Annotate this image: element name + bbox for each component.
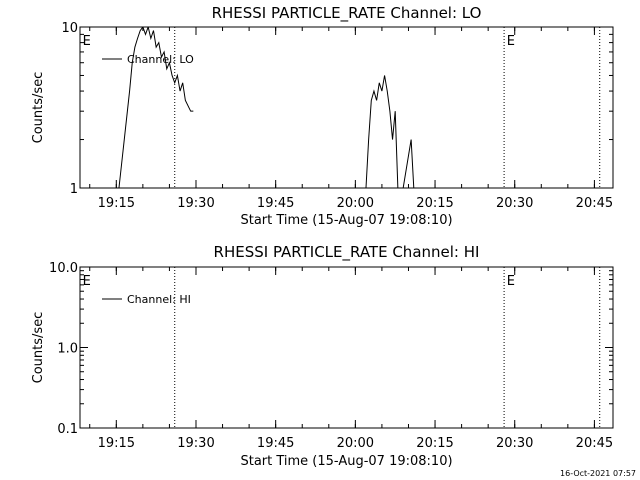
chart-title: RHESSI PARTICLE_RATE Channel: LO bbox=[212, 4, 482, 23]
series-line bbox=[118, 27, 415, 188]
x-tick-label: 20:15 bbox=[416, 196, 453, 211]
y-tick-label: 1.0 bbox=[57, 342, 78, 357]
x-tick-label: 20:00 bbox=[337, 436, 374, 451]
chart-title: RHESSI PARTICLE_RATE Channel: HI bbox=[214, 243, 480, 262]
x-tick-label: 20:00 bbox=[337, 196, 374, 211]
x-tick-label: 20:45 bbox=[576, 196, 613, 211]
x-tick-label: 20:30 bbox=[496, 436, 533, 451]
x-tick-label: 19:30 bbox=[177, 436, 214, 451]
x-tick-label: 20:30 bbox=[496, 196, 533, 211]
y-axis-label: Counts/sec bbox=[31, 312, 46, 384]
x-axis-label: Start Time (15-Aug-07 19:08:10) bbox=[240, 213, 452, 228]
y-tick-label: 10 bbox=[61, 21, 78, 36]
annotation-label: E bbox=[83, 274, 91, 289]
annotation-label: E bbox=[507, 274, 515, 289]
x-axis-label: Start Time (15-Aug-07 19:08:10) bbox=[240, 454, 452, 469]
x-tick-label: 19:30 bbox=[177, 196, 214, 211]
x-tick-label: 19:15 bbox=[98, 436, 135, 451]
x-tick-label: 19:15 bbox=[98, 196, 135, 211]
lo-channel-panel: RHESSI PARTICLE_RATE Channel: LO Start Ti… bbox=[31, 4, 614, 228]
annotation-label: E bbox=[83, 34, 91, 49]
legend-label: Channel: HI bbox=[127, 293, 191, 306]
y-tick-label: 10.0 bbox=[49, 261, 78, 276]
y-tick-label: 1 bbox=[70, 182, 78, 197]
x-tick-label: 19:45 bbox=[257, 196, 294, 211]
x-tick-label: 19:45 bbox=[257, 436, 294, 451]
plot-frame bbox=[79, 266, 614, 429]
y-tick-label: 0.1 bbox=[57, 422, 78, 437]
x-tick-label: 20:45 bbox=[576, 436, 613, 451]
annotation-label: E bbox=[507, 34, 515, 49]
legend-label: Channel: LO bbox=[127, 53, 194, 66]
y-axis-label: Counts/sec bbox=[31, 72, 46, 144]
hi-channel-panel: RHESSI PARTICLE_RATE Channel: HI Start Ti… bbox=[31, 243, 614, 469]
timestamp: 16-Oct-2021 07:57 bbox=[560, 469, 636, 478]
x-tick-label: 20:15 bbox=[416, 436, 453, 451]
plot-frame bbox=[79, 26, 614, 189]
